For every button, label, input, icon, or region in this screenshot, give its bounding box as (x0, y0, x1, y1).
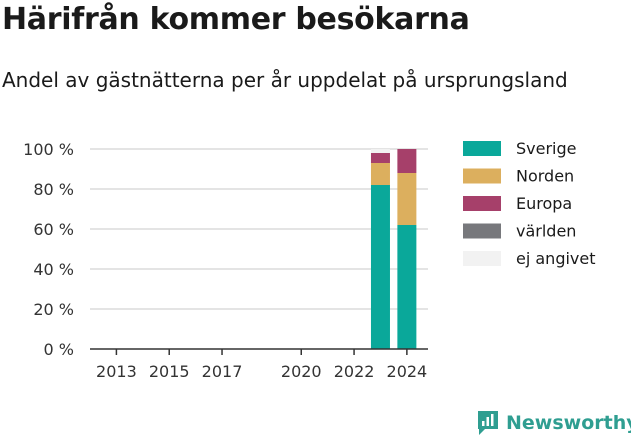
legend: Sverige Norden Europa världen ej angivet (463, 139, 596, 268)
legend-label-norden: Norden (516, 167, 574, 186)
bar-segment-norden-2023 (370, 163, 390, 185)
y-tick-label: 80 % (33, 180, 74, 199)
y-tick-label: 40 % (33, 260, 74, 279)
legend-label-världen: världen (516, 222, 576, 241)
x-tick-label: 2017 (202, 362, 243, 381)
x-tick-label: 2020 (281, 362, 322, 381)
bar-segment-europa-2024 (397, 149, 417, 173)
legend-label-sverige: Sverige (516, 139, 577, 158)
x-tick-label: 2015 (149, 362, 190, 381)
x-axis: 2013 2015 2017 2020 2022 2024 (90, 348, 428, 381)
stacked-bar-chart: 0 % 20 % 40 % 60 % 80 % 100 % 2013 2015 2017 202… (23, 139, 596, 381)
bars (370, 149, 417, 349)
legend-swatch-ej-angivet (463, 251, 501, 266)
chart-title: Härifrån kommer besökarna (2, 2, 470, 37)
x-tick-label: 2024 (387, 362, 428, 381)
legend-swatch-europa (463, 196, 501, 211)
bar-segment-norden-2024 (397, 173, 417, 225)
brand-name: Newsworthy (506, 412, 631, 434)
y-tick-label: 60 % (33, 220, 74, 239)
y-tick-label: 0 % (44, 340, 74, 359)
legend-label-europa: Europa (516, 194, 572, 213)
y-tick-label: 100 % (23, 140, 74, 159)
legend-swatch-sverige (463, 141, 501, 156)
x-tick-label: 2022 (334, 362, 375, 381)
legend-swatch-världen (463, 223, 501, 239)
bar-segment-sverige-2024 (397, 225, 417, 349)
chart-subtitle: Andel av gästnätterna per år uppdelat på… (2, 68, 568, 92)
y-axis: 0 % 20 % 40 % 60 % 80 % 100 % (23, 140, 74, 359)
bar-segment-sverige-2023 (370, 185, 390, 349)
bar-segment-ej-angivet-2023 (370, 149, 390, 153)
legend-label-ej-angivet: ej angivet (516, 249, 596, 268)
legend-swatch-norden (463, 168, 501, 184)
newsworthy-logo-icon (478, 411, 498, 435)
newsworthy-logo: Newsworthy (476, 408, 631, 438)
x-tick-label: 2013 (96, 362, 137, 381)
bar-segment-europa-2023 (370, 153, 390, 163)
y-tick-label: 20 % (33, 300, 74, 319)
